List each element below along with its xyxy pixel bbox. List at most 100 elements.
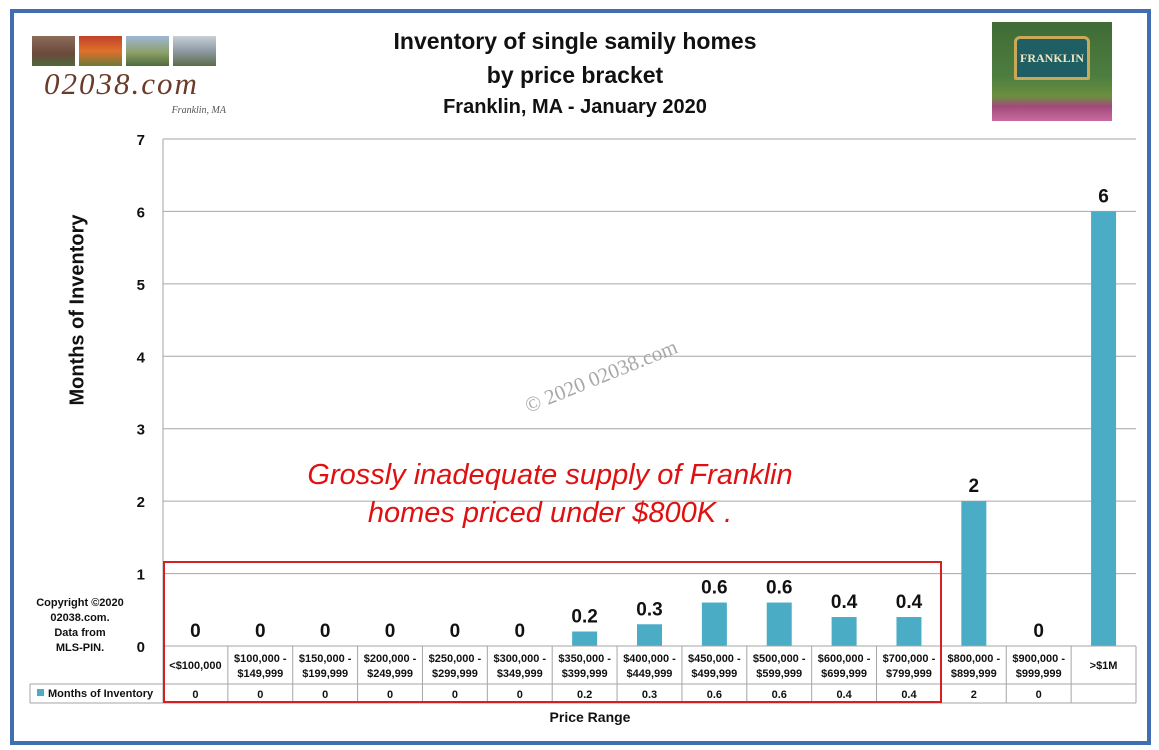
- legend-label: Months of Inventory: [48, 688, 154, 700]
- x-tick-label: $700,000 -: [883, 653, 936, 665]
- x-tick-label: $600,000 -: [818, 653, 871, 665]
- table-value: 0.4: [901, 689, 917, 701]
- chart-title-line2: by price bracket: [486, 62, 664, 88]
- logo-photo: [126, 36, 169, 66]
- table-value: 0.6: [772, 689, 787, 701]
- x-tick-label: $349,999: [497, 668, 543, 680]
- y-tick-label: 1: [137, 567, 145, 584]
- data-label: 0: [190, 621, 201, 642]
- x-tick-label: $500,000 -: [753, 653, 806, 665]
- y-tick-label: 2: [137, 494, 145, 511]
- chart-frame: [10, 9, 1151, 745]
- x-tick-label: $999,999: [1016, 668, 1062, 680]
- bar: [1091, 211, 1117, 646]
- table-value: 0: [452, 689, 458, 701]
- bar: [766, 602, 792, 646]
- x-tick-label: $449,999: [627, 668, 673, 680]
- table-value: 0.2: [577, 689, 592, 701]
- x-tick-label: $800,000 -: [948, 653, 1001, 665]
- x-tick-label: $249,999: [367, 668, 413, 680]
- x-tick-label: $900,000 -: [1012, 653, 1065, 665]
- logo-text: 02038.com: [44, 66, 199, 101]
- data-label: 0.4: [831, 592, 858, 613]
- logo-photo: [32, 36, 75, 66]
- table-value: 0: [257, 689, 263, 701]
- legend-swatch: [37, 689, 44, 696]
- franklin-sign-board: FRANKLIN: [1014, 36, 1090, 80]
- table-value: 0.6: [707, 689, 722, 701]
- x-tick-label: $149,999: [237, 668, 283, 680]
- bar: [701, 602, 727, 646]
- annotation-line2: homes priced under $800K .: [367, 497, 733, 529]
- x-tick-label: $150,000 -: [299, 653, 352, 665]
- data-label: 0.4: [896, 592, 923, 613]
- annotation-callout: Grossly inadequate supply of Franklin ho…: [260, 456, 840, 532]
- y-tick-label: 6: [137, 204, 145, 221]
- x-tick-label: $300,000 -: [493, 653, 546, 665]
- data-label: 2: [969, 476, 980, 497]
- x-tick-label: $200,000 -: [364, 653, 417, 665]
- table-value: 0.4: [836, 689, 852, 701]
- bar: [831, 617, 857, 646]
- x-tick-label: $450,000 -: [688, 653, 741, 665]
- copyright-line: 02038.com.: [50, 612, 110, 624]
- y-tick-label: 0: [137, 639, 145, 656]
- copyright-line: Data from: [54, 627, 106, 639]
- x-tick-label: <$100,000: [169, 660, 221, 672]
- table-value: 0: [1036, 689, 1042, 701]
- table-value: 2: [971, 689, 977, 701]
- data-label: 0.6: [701, 578, 727, 599]
- x-tick-label: $799,999: [886, 668, 932, 680]
- highlight-box: [163, 561, 942, 703]
- copyright-line: Copyright ©2020: [36, 597, 124, 609]
- table-value: 0: [192, 689, 198, 701]
- data-label: 0: [514, 621, 525, 642]
- data-label: 0: [255, 621, 266, 642]
- data-label: 0: [320, 621, 331, 642]
- x-axis-label: Price Range: [549, 709, 631, 725]
- x-tick-label: $899,999: [951, 668, 997, 680]
- data-label: 0.2: [571, 607, 597, 628]
- x-tick-label: $199,999: [302, 668, 348, 680]
- franklin-sign-photo: FRANKLIN: [992, 22, 1112, 121]
- table-value: 0: [517, 689, 523, 701]
- site-logo: 02038.com Franklin, MA: [32, 36, 228, 118]
- logo-photo: [173, 36, 216, 66]
- y-tick-label: 5: [137, 277, 145, 294]
- data-label: 0.3: [636, 599, 662, 620]
- data-label: 0: [385, 621, 396, 642]
- x-tick-label: $250,000 -: [429, 653, 482, 665]
- x-tick-label: >$1M: [1090, 660, 1118, 672]
- logo-photo: [79, 36, 122, 66]
- logo-subtext: Franklin, MA: [171, 105, 226, 116]
- bar: [572, 631, 598, 646]
- x-tick-label: $100,000 -: [234, 653, 287, 665]
- chart-subtitle: Franklin, MA - January 2020: [443, 96, 707, 118]
- x-tick-label: $499,999: [691, 668, 737, 680]
- data-label: 0: [450, 621, 461, 642]
- chart-title-line1: Inventory of single samily homes: [393, 28, 757, 54]
- data-label: 0.6: [766, 578, 792, 599]
- x-tick-label: $699,999: [821, 668, 867, 680]
- y-tick-label: 3: [137, 422, 145, 439]
- bar: [637, 624, 662, 646]
- x-tick-label: $350,000 -: [558, 653, 611, 665]
- bar: [961, 501, 987, 646]
- copyright-line: MLS-PIN.: [55, 642, 105, 654]
- logo-photo-strip: [32, 36, 228, 66]
- table-value: 0: [387, 689, 393, 701]
- y-tick-label: 7: [137, 132, 145, 149]
- annotation-line1: Grossly inadequate supply of Franklin: [307, 459, 793, 491]
- data-label: 0: [1033, 621, 1044, 642]
- x-tick-label: $299,999: [432, 668, 478, 680]
- copyright-note: Copyright ©2020 02038.com. Data from MLS…: [28, 596, 132, 656]
- table-value: 0: [322, 689, 328, 701]
- x-tick-label: $400,000 -: [623, 653, 676, 665]
- table-value: 0.3: [642, 689, 657, 701]
- y-tick-label: 4: [137, 349, 146, 366]
- x-tick-label: $599,999: [756, 668, 802, 680]
- bar: [896, 617, 922, 646]
- data-label: 6: [1098, 186, 1109, 207]
- x-tick-label: $399,999: [562, 668, 608, 680]
